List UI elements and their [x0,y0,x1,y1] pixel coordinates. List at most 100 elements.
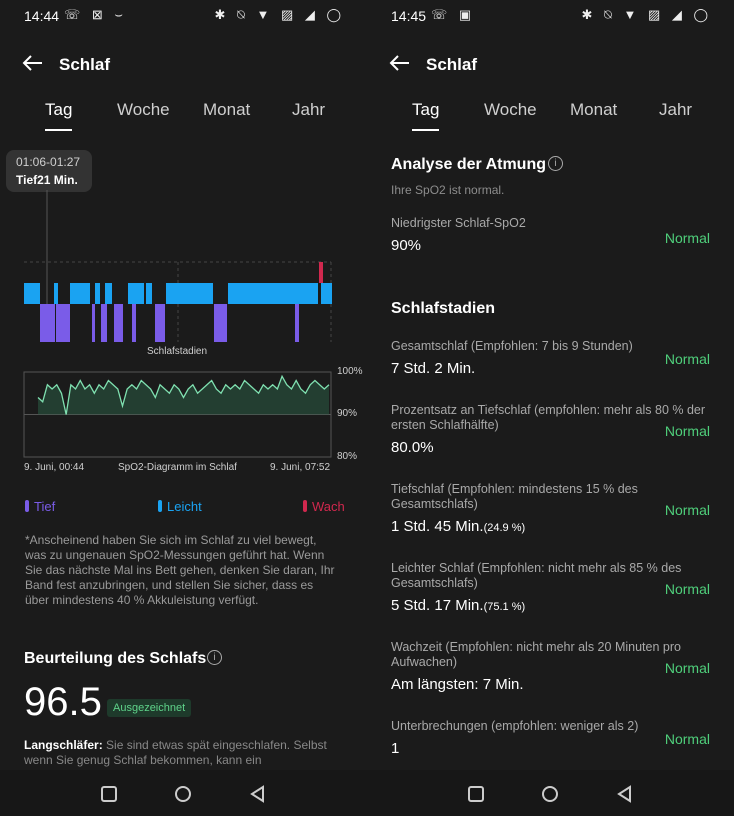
y-tick-100: 100% [337,366,363,377]
app-bar: Schlaf [367,50,734,80]
light-sleep-bar [228,283,318,304]
breathing-analysis-panel: 14:45 ☏ ▣ ✱ ⍉ ▼ ▨ ◢ ◯ Schlaf Tag Woche M… [367,0,734,770]
light-sleep-bar [321,283,325,304]
legend-awake-swatch [303,500,307,512]
status-bar: 14:44 ☏ ⊠ ⌣ ✱ ⍉ ▼ ▨ ◢ ◯ [0,0,367,32]
light-sleep-bar [95,283,100,304]
active-tab-indicator [412,129,439,131]
back-icon[interactable] [615,784,635,804]
status-bar: 14:45 ☏ ▣ ✱ ⍉ ▼ ▨ ◢ ◯ [367,0,734,32]
light-sleep-bar [325,283,332,304]
tab-year[interactable]: Jahr [292,100,326,119]
deep-sleep-bar [155,304,165,342]
deep-sleep-bar [214,304,227,342]
light-sleep-bar [54,283,58,304]
info-icon[interactable]: i [207,650,222,665]
desc-bold: Langschläfer: [24,738,103,752]
active-tab-indicator [45,129,72,131]
system-icons: ✱ ⍉ ▼ ▨ ◢ ◯ [581,7,712,22]
light-sleep-bar [166,283,213,304]
stage-item-status: Normal [664,423,710,439]
y-tick-90: 90% [337,408,358,419]
y-tick-80: 80% [337,451,358,462]
measurement-note: *Anscheinend haben Sie sich im Schlaf zu… [25,533,335,607]
breathing-title: Analyse der Atmung [391,156,546,173]
back-icon[interactable] [248,784,268,804]
stage-item-label: Tiefschlaf (Empfohlen: mindestens 15 % d… [391,482,638,511]
deep-sleep-bar [101,304,107,342]
tab-month[interactable]: Monat [203,100,251,119]
stage-item-status: Normal [664,502,710,518]
home-icon[interactable] [540,784,560,804]
light-sleep-bar [70,283,90,304]
tab-day[interactable]: Tag [412,100,440,119]
page-title: Schlaf [426,55,478,74]
status-time: 14:45 [391,8,427,24]
rating-title: Beurteilung des Schlafs [24,650,207,667]
legend-awake: Wach [312,499,345,514]
deep-sleep-bar [92,304,95,342]
legend-deep: Tief [34,499,56,514]
stage-item-label: Unterbrechungen (empfohlen: weniger als … [391,719,639,733]
stages-title: Schlafstadien [391,300,496,317]
stage-item-label: Leichter Schlaf (Empfohlen: nicht mehr a… [391,561,682,590]
app-bar: Schlaf [0,50,367,80]
stage-item-label: Prozentsatz an Tiefschlaf (empfohlen: me… [391,403,706,432]
stage-item-status: Normal [664,581,710,597]
x-label-end: 9. Juni, 07:52 [270,462,331,473]
stage-item-value: Am längsten: 7 Min. [391,676,524,693]
tab-week[interactable]: Woche [484,100,537,119]
lowest-spo2-value: 90% [391,237,422,254]
home-icon[interactable] [173,784,193,804]
light-sleep-bar [146,283,152,304]
period-tabs: Tag Woche Monat Jahr [367,100,734,134]
system-icons: ✱ ⍉ ▼ ▨ ◢ ◯ [214,7,345,22]
rating-description: Langschläfer: Sie sind etwas spät einges… [24,738,344,768]
stage-item-value: 5 Std. 17 Min.(75.1 %) [391,597,526,614]
recents-icon[interactable] [466,784,486,804]
breathing-subtitle: Ihre SpO2 ist normal. [391,183,505,197]
sleep-charts [23,190,332,458]
notification-icons: ☏ ▣ [431,7,476,22]
spo2-line [37,374,330,415]
lowest-spo2-status: Normal [664,230,710,246]
stages-label: Schlafstadien [147,346,208,357]
stage-item-status: Normal [664,660,710,676]
tooltip-value: Tief21 Min. [16,173,78,187]
notification-icons: ☏ ⊠ ⌣ [64,7,127,22]
sleep-day-panel: 14:44 ☏ ⊠ ⌣ ✱ ⍉ ▼ ▨ ◢ ◯ Schlaf Tag Woche… [0,0,367,770]
tab-week[interactable]: Woche [117,100,170,119]
deep-sleep-bar [295,304,299,342]
period-tabs: Tag Woche Monat Jahr [0,100,367,134]
stage-tooltip: 01:06-01:27 Tief21 Min. [6,150,92,192]
spo2-chart [23,371,332,458]
stage-item-label: Gesamtschlaf (Empfohlen: 7 bis 9 Stunden… [391,339,633,353]
light-sleep-bar [24,283,40,304]
back-arrow-icon[interactable] [389,52,411,74]
stage-item-value: 7 Std. 2 Min. [391,360,476,377]
tab-year[interactable]: Jahr [659,100,693,119]
info-icon[interactable]: i [548,156,563,171]
sleep-score: 96.5 [24,680,102,724]
back-arrow-icon[interactable] [22,52,44,74]
stage-item-value: 1 [391,740,400,757]
legend-light-swatch [158,500,162,512]
deep-sleep-bar [40,304,55,342]
score-badge: Ausgezeichnet [107,699,192,717]
stage-item-status: Normal [664,731,710,747]
system-nav-bar [0,770,734,816]
tooltip-time-range: 01:06-01:27 [16,155,81,169]
recents-icon[interactable] [99,784,119,804]
tab-day[interactable]: Tag [45,100,73,119]
legend-light: Leicht [167,499,202,514]
light-sleep-bar [105,283,112,304]
lowest-spo2-label: Niedrigster Schlaf-SpO2 [391,216,526,230]
sleep-stage-bars [24,262,332,342]
tab-month[interactable]: Monat [570,100,618,119]
spo2-caption: SpO2-Diagramm im Schlaf [118,462,237,473]
stage-item-value: 80.0% [391,439,434,456]
deep-sleep-bar [114,304,123,342]
spo2-area [38,376,329,415]
stage-item-label: Wachzeit (Empfohlen: nicht mehr als 20 M… [391,640,681,669]
awake-bar [319,262,323,283]
